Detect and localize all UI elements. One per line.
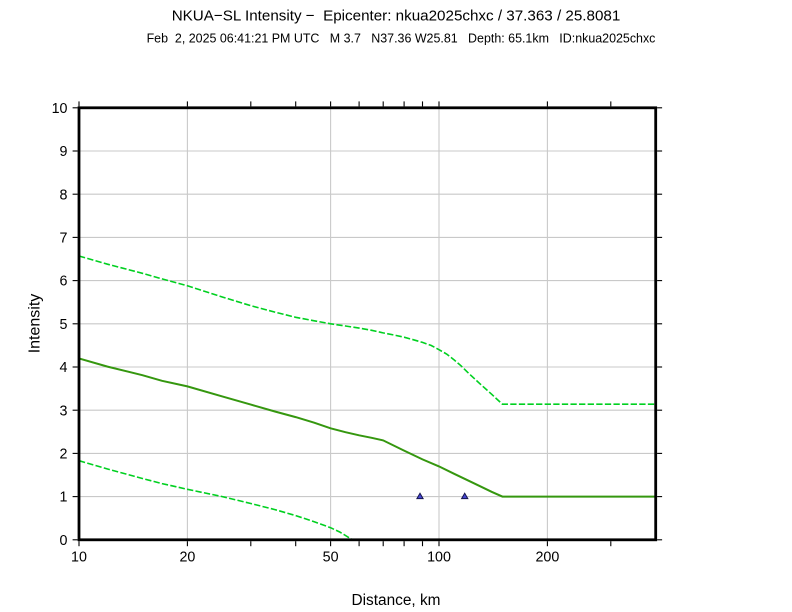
svg-text:9: 9 [60, 144, 68, 160]
svg-text:20: 20 [179, 550, 195, 566]
svg-text:NKUA−SL Intensity − Epicenter: NKUA−SL Intensity − Epicenter: nkua2025c… [172, 7, 621, 24]
svg-text:50: 50 [323, 550, 339, 566]
svg-text:200: 200 [535, 550, 559, 566]
svg-text:8: 8 [60, 187, 68, 203]
svg-text:5: 5 [60, 317, 68, 333]
svg-text:10: 10 [52, 101, 68, 117]
svg-text:100: 100 [427, 550, 451, 566]
svg-text:2: 2 [60, 447, 68, 463]
svg-text:7: 7 [60, 231, 68, 247]
svg-text:Distance, km: Distance, km [352, 592, 441, 609]
svg-text:1: 1 [60, 490, 68, 506]
svg-text:Intensity: Intensity [27, 294, 44, 354]
svg-text:Feb 2, 2025 06:41:21 PM UTC: Feb 2, 2025 06:41:21 PM UTC M 3.7 N37.36… [147, 32, 656, 46]
svg-text:4: 4 [60, 360, 68, 376]
svg-text:0: 0 [60, 533, 68, 549]
svg-text:10: 10 [71, 550, 87, 566]
svg-text:3: 3 [60, 403, 68, 419]
svg-text:6: 6 [60, 274, 68, 290]
